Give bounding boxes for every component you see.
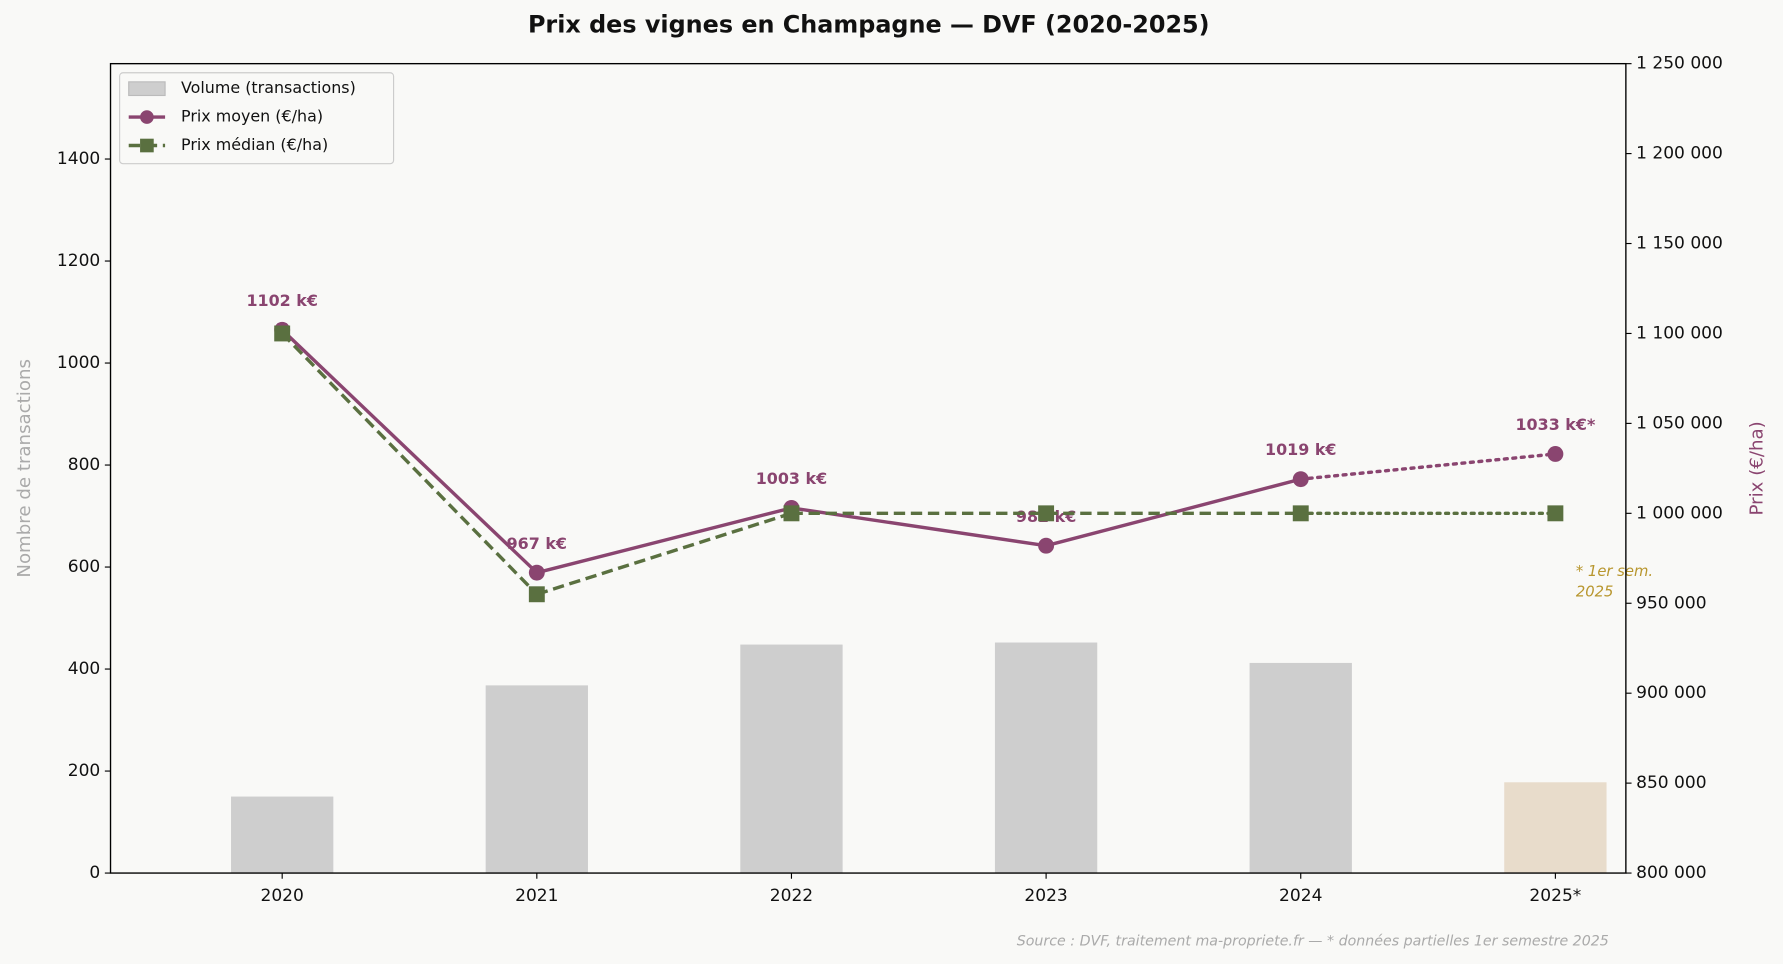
bar <box>231 796 334 874</box>
line-segment <box>536 511 792 596</box>
x-tick-label: 2021 <box>515 886 558 906</box>
x-tick-label: 2023 <box>1024 886 1067 906</box>
y-tick-label: 800 <box>68 455 101 475</box>
y2-tick-label: 1 100 000 <box>1636 323 1723 343</box>
line-segment <box>280 332 539 596</box>
marker <box>1292 471 1309 488</box>
legend: Volume (transactions) Prix moyen (€/ha) Pr… <box>119 72 395 165</box>
marker <box>1292 505 1309 522</box>
y2-tick-label: 1 200 000 <box>1636 144 1723 164</box>
y-tick-label: 1000 <box>57 353 100 373</box>
y-tick-label: 600 <box>68 557 101 577</box>
bar <box>1249 662 1352 874</box>
y-tick-label: 0 <box>89 863 100 883</box>
value-label: 1019 k€ <box>1265 440 1336 459</box>
bar <box>485 685 588 874</box>
line-segment <box>1299 452 1558 481</box>
marker <box>1038 505 1055 522</box>
y-tick-label: 1400 <box>57 149 100 169</box>
value-label: 1102 k€ <box>246 291 317 310</box>
y2-tick-label: 850 000 <box>1636 773 1707 793</box>
y2-tick-label: 900 000 <box>1636 683 1707 703</box>
y2-axis-label: Prix (€/ha) <box>1747 421 1768 515</box>
plot-frame <box>109 62 1627 874</box>
line-segment <box>281 328 538 574</box>
chart-title: Prix des vignes en Champagne — DVF (2020… <box>528 11 1210 39</box>
x-tick-label: 2022 <box>770 886 813 906</box>
y2-tick-label: 800 000 <box>1636 863 1707 883</box>
marker <box>528 586 545 603</box>
y2-tick-label: 1 250 000 <box>1636 54 1723 74</box>
legend-label: Volume (transactions) <box>181 78 356 97</box>
y-tick-label: 200 <box>68 761 101 781</box>
x-tick-label: 2025* <box>1529 886 1581 906</box>
annotation: 2025 <box>1576 583 1614 600</box>
bar <box>1504 782 1607 874</box>
marker <box>1547 505 1564 522</box>
y2-tick-label: 950 000 <box>1636 593 1707 613</box>
x-tick-label: 2024 <box>1279 886 1322 906</box>
marker <box>1547 446 1564 462</box>
line-segment <box>536 506 792 575</box>
y2-tick-label: 1 050 000 <box>1636 413 1723 433</box>
marker <box>528 564 545 581</box>
legend-label: Prix médian (€/ha) <box>181 135 328 154</box>
x-tick-label: 2020 <box>260 886 303 906</box>
legend-box <box>119 72 395 165</box>
marker <box>1038 537 1055 554</box>
value-label: 1033 k€* <box>1515 415 1595 434</box>
marker <box>274 325 291 342</box>
legend-swatch <box>128 81 166 97</box>
marker <box>783 505 800 522</box>
annotation: * 1er sem. <box>1576 563 1653 580</box>
y2-tick-label: 1 150 000 <box>1636 234 1723 254</box>
legend-label: Prix moyen (€/ha) <box>181 107 323 126</box>
value-label: 1003 k€ <box>756 469 827 488</box>
legend-marker <box>140 110 154 124</box>
source-note: Source : DVF, traitement ma-propriete.fr… <box>1017 933 1609 949</box>
legend-marker <box>140 138 154 153</box>
bar <box>994 642 1098 874</box>
y-tick-label: 400 <box>68 659 101 679</box>
y-tick-label: 1200 <box>57 251 100 271</box>
y2-tick-label: 1 000 000 <box>1636 503 1723 523</box>
value-label: 967 k€ <box>507 534 567 553</box>
y-axis-label: Nombre de transactions <box>14 359 35 578</box>
bar <box>740 644 843 874</box>
